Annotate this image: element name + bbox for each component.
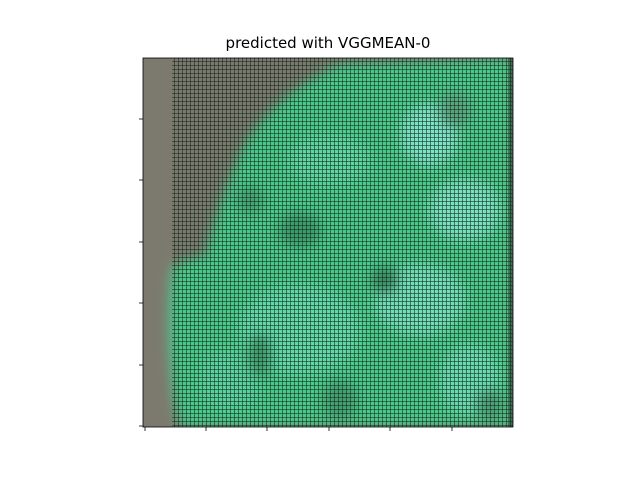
figure-title: predicted with VGGMEAN-0 <box>225 34 431 52</box>
x-axis-ticks <box>144 427 453 431</box>
y-axis-ticks <box>139 118 143 427</box>
predicted-image <box>143 58 513 427</box>
axes-frame <box>142 57 514 428</box>
grid-texture <box>172 58 513 427</box>
